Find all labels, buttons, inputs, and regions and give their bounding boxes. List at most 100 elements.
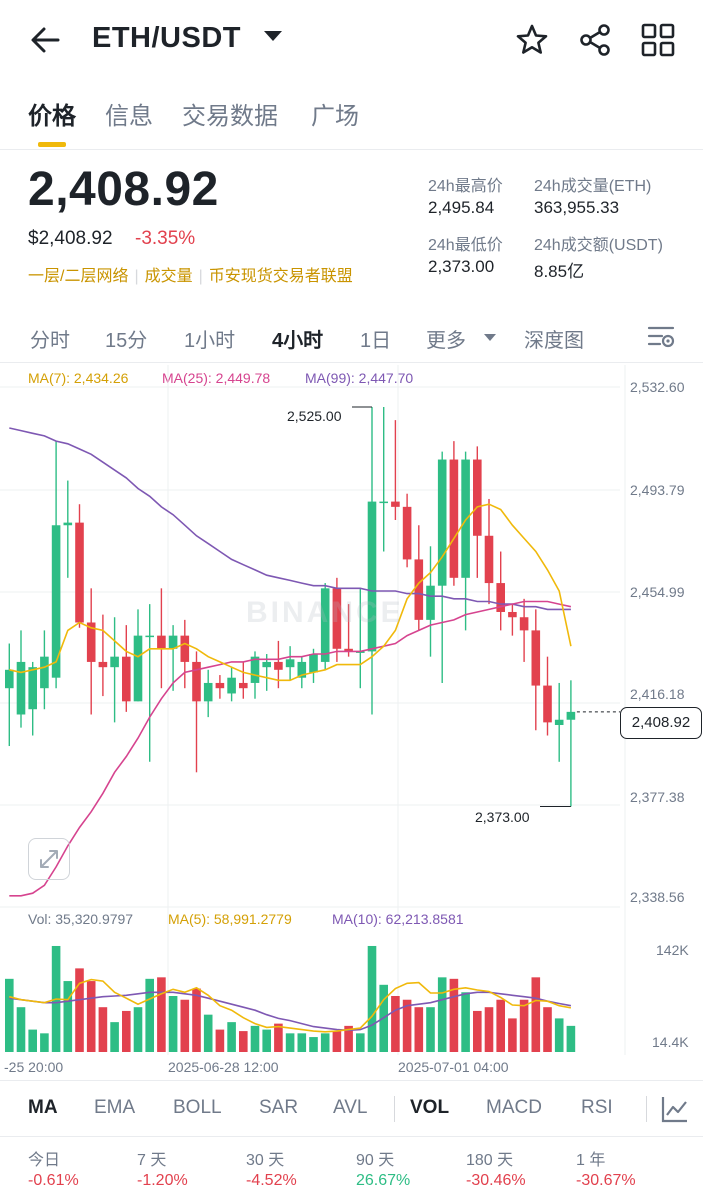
tf-more[interactable]: 更多 (426, 330, 466, 352)
divider (0, 362, 703, 363)
vol-ma10-legend: MA(10): 62,213.8581 (332, 911, 464, 927)
tag-alliance[interactable]: 币安现货交易者联盟 (208, 268, 353, 285)
indicator-settings-icon[interactable] (660, 1094, 690, 1124)
volume-bar (356, 1033, 365, 1052)
back-arrow-icon[interactable] (26, 22, 66, 58)
indicator-sar[interactable]: SAR (259, 1097, 299, 1118)
tab-info[interactable]: 信息 (105, 103, 153, 130)
candle-body (426, 585, 435, 620)
divider (0, 1080, 703, 1081)
time-tick: 2025-07-01 04:00 (398, 1059, 509, 1075)
price-tick: 2,377.38 (630, 789, 685, 805)
chevron-down-icon[interactable] (264, 31, 282, 41)
candle-body (28, 667, 37, 710)
candle-body (367, 501, 377, 652)
candle-body (449, 459, 459, 578)
price-tick: 2,532.60 (630, 379, 685, 395)
share-icon[interactable] (577, 22, 613, 58)
pair-title[interactable]: ETH/USDT (92, 22, 241, 54)
time-tick: 2025-06-28 12:00 (168, 1059, 279, 1075)
volume-bar (215, 1029, 225, 1052)
ma7-legend: MA(7): 2,434.26 (28, 370, 129, 386)
candle-body (239, 682, 248, 689)
tag-l1-l2[interactable]: 一层/二层网络 (28, 268, 129, 285)
current-price-tag: 2,408.92 (620, 707, 702, 739)
period-value: -0.61% (28, 1172, 79, 1189)
tab-square[interactable]: 广场 (311, 103, 359, 130)
indicator-ema[interactable]: EMA (94, 1097, 136, 1118)
expand-icon[interactable] (28, 838, 70, 880)
volume-bar (473, 1010, 482, 1052)
volume-tick: 142K (656, 942, 689, 958)
high-marker-label: 2,525.00 (287, 408, 342, 424)
volume-bar (203, 1014, 213, 1052)
volume-bar (192, 988, 201, 1052)
star-icon[interactable] (514, 22, 550, 58)
period-label: 今日 (28, 1152, 61, 1169)
candle-body (16, 661, 26, 715)
ma99-line (9, 427, 571, 611)
volume-bar (63, 981, 73, 1052)
volume-bar (168, 996, 178, 1052)
candle-body (40, 656, 49, 689)
candle-body (180, 635, 190, 662)
period-label: 7 天 (137, 1152, 167, 1169)
low-marker-label: 2,373.00 (475, 809, 530, 825)
tf-1d[interactable]: 1日 (360, 330, 392, 352)
usd-price: $2,408.92 (28, 228, 113, 249)
volume-bar (133, 1007, 143, 1052)
tab-price[interactable]: 价格 (28, 103, 76, 130)
candle-body (309, 654, 318, 673)
tf-1h[interactable]: 1小时 (184, 330, 236, 352)
vol-eth-label: 24h成交量(ETH) (534, 178, 652, 195)
chart-settings-icon[interactable] (646, 322, 678, 352)
volume-bar (145, 978, 154, 1052)
volume-bar (40, 1033, 49, 1052)
indicator-macd[interactable]: MACD (486, 1097, 542, 1118)
period-label: 90 天 (356, 1152, 395, 1169)
tag-volume[interactable]: 成交量 (144, 268, 193, 285)
candle-body (75, 522, 84, 623)
ma25-legend: MA(25): 2,449.78 (162, 370, 271, 386)
candle-body (274, 661, 283, 670)
indicator-vol[interactable]: VOL (410, 1097, 450, 1118)
candle-body (168, 635, 178, 649)
last-price: 2,408.92 (28, 163, 219, 216)
tf-15m[interactable]: 15分 (105, 330, 148, 352)
tf-line[interactable]: 分时 (30, 330, 70, 352)
candle-body (473, 459, 482, 536)
grid-icon[interactable] (640, 22, 676, 58)
divider (646, 1096, 647, 1122)
volume-bar (75, 968, 84, 1052)
tf-depth[interactable]: 深度图 (524, 330, 584, 352)
candle-body (122, 656, 131, 702)
candle-body (379, 501, 388, 504)
indicator-avl[interactable]: AVL (333, 1097, 368, 1118)
kline-chart[interactable] (0, 0, 703, 1080)
candle-body (332, 588, 342, 649)
volume-bar (122, 1010, 131, 1052)
candle-body (86, 622, 96, 662)
volume-bar (566, 1025, 576, 1052)
period-value: -30.67% (576, 1172, 636, 1189)
period-value: -4.52% (246, 1172, 297, 1189)
indicator-boll[interactable]: BOLL (173, 1097, 222, 1118)
divider (0, 1136, 703, 1137)
candle-body (203, 682, 213, 702)
indicator-ma[interactable]: MA (28, 1097, 58, 1118)
chevron-down-icon[interactable] (484, 334, 496, 341)
volume-bar (110, 1022, 119, 1052)
candle-body (519, 617, 529, 631)
tab-trading-data[interactable]: 交易数据 (182, 103, 278, 130)
volume-bar (250, 1025, 260, 1052)
tf-4h[interactable]: 4小时 (272, 330, 324, 352)
volume-bar (344, 1025, 353, 1052)
volume-bar (426, 1007, 435, 1052)
watermark: BINANCE (246, 596, 404, 629)
volume-bar (309, 1037, 318, 1052)
divider (394, 1096, 395, 1122)
period-value: -30.46% (466, 1172, 526, 1189)
indicator-rsi[interactable]: RSI (581, 1097, 613, 1118)
volume-bar (449, 978, 459, 1052)
volume-bar (543, 1007, 552, 1052)
